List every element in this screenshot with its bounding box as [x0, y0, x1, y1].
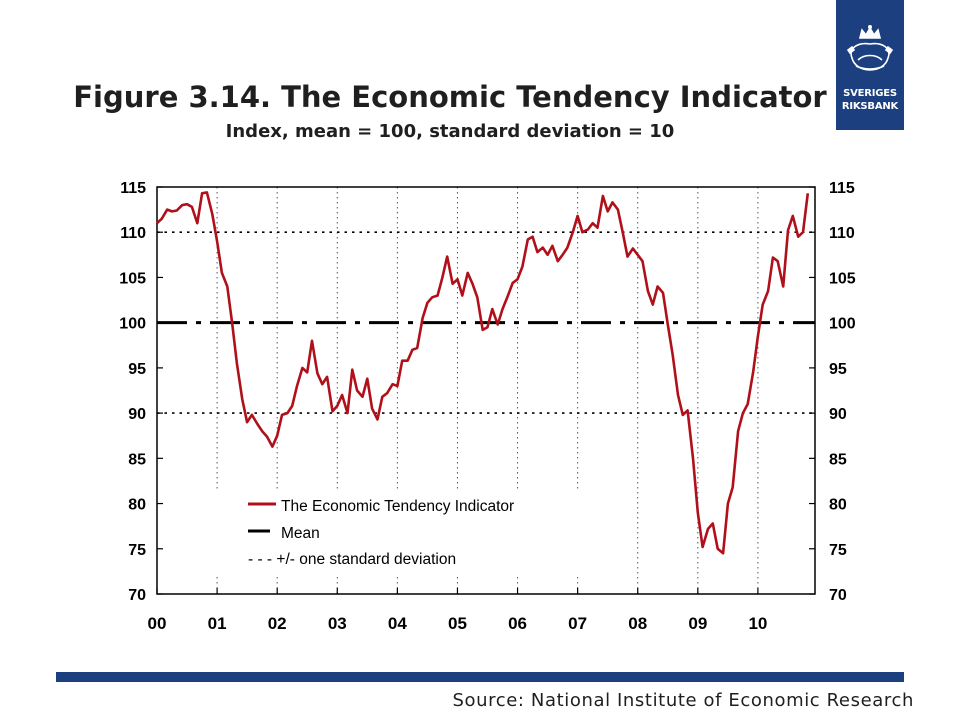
y-tick-label-right: 75	[829, 542, 847, 559]
y-tick-label-right: 105	[829, 270, 856, 287]
y-tick-label-left: 110	[120, 225, 146, 242]
series-line-eti	[156, 191, 810, 555]
y-tick-label-right: 80	[829, 497, 847, 514]
y-tick-label-left: 100	[119, 316, 146, 333]
legend-box	[192, 492, 610, 574]
y-tick-label-right: 90	[829, 406, 847, 423]
y-tick-label-left: 90	[128, 406, 146, 423]
x-tick-label: 05	[448, 614, 467, 633]
x-tick-label: 09	[688, 614, 707, 633]
source-note: Source: National Institute of Economic R…	[452, 690, 914, 711]
y-tick-label-right: 95	[829, 361, 847, 378]
legend-label: The Economic Tendency Indicator	[281, 498, 514, 515]
y-tick-label-right: 110	[829, 225, 855, 242]
y-tick-label-left: 80	[128, 497, 146, 514]
y-tick-label-right: 85	[829, 451, 847, 468]
x-tick-label: 01	[208, 614, 227, 633]
x-tick-label: 03	[328, 614, 347, 633]
y-tick-label-left: 95	[128, 361, 146, 378]
y-tick-label-left: 115	[120, 180, 146, 197]
x-tick-label: 02	[268, 614, 287, 633]
x-tick-label: 06	[508, 614, 527, 633]
y-tick-label-left: 75	[128, 542, 146, 559]
logo-line-2: RIKSBANK	[841, 101, 899, 112]
chart-subtitle: Index, mean = 100, standard deviation = …	[225, 121, 675, 142]
legend-label: - - - +/- one standard deviation	[248, 551, 456, 568]
crown-emblem-icon	[846, 25, 894, 71]
y-tick-label-right: 115	[829, 180, 855, 197]
y-tick-label-left: 105	[119, 270, 146, 287]
footer-bar	[56, 672, 904, 682]
logo-line-1: SVERIGES	[843, 88, 897, 99]
legend-label: Mean	[281, 525, 320, 542]
y-tick-label-left: 85	[128, 451, 146, 468]
x-tick-label: 00	[148, 614, 167, 633]
y-tick-label-right: 100	[829, 316, 856, 333]
x-tick-label: 10	[748, 614, 767, 633]
y-tick-label-right: 70	[829, 587, 847, 604]
riksbank-logo: SVERIGES RIKSBANK	[836, 0, 904, 130]
x-tick-label: 07	[568, 614, 587, 633]
chart-title: Figure 3.14. The Economic Tendency Indic…	[73, 80, 827, 114]
y-tick-label-left: 70	[128, 587, 146, 604]
x-tick-label: 04	[388, 614, 407, 633]
plot-frame	[156, 186, 816, 595]
x-tick-label: 08	[628, 614, 647, 633]
